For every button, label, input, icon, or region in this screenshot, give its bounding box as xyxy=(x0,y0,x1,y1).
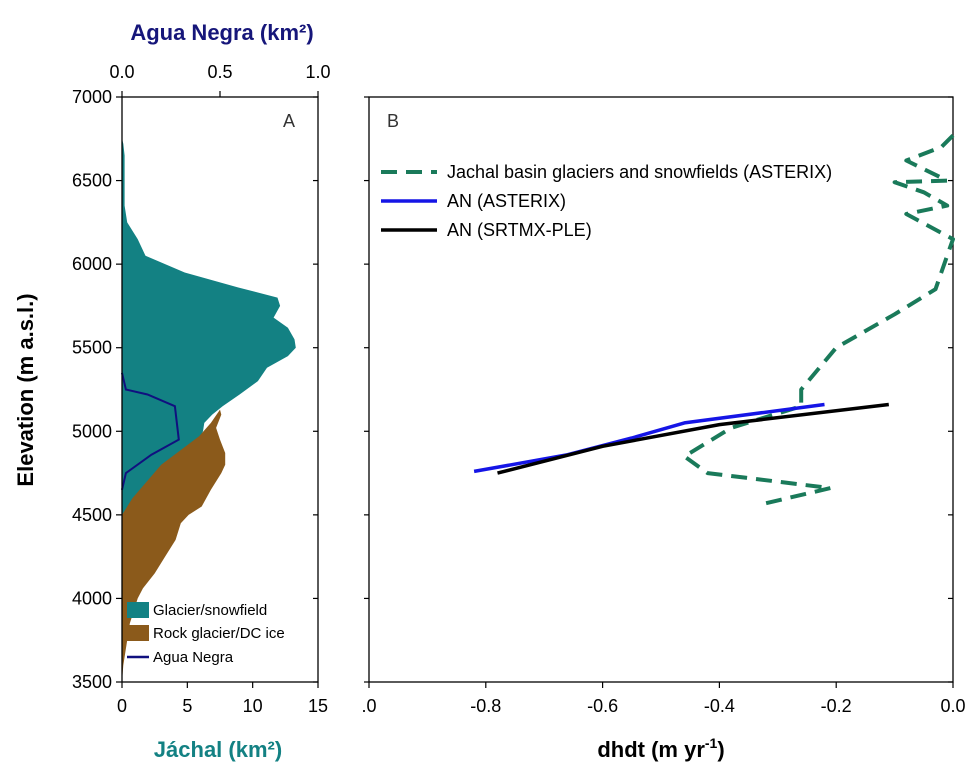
line-an-asterix xyxy=(473,402,825,474)
panel-b-x-tick-label: -0.2 xyxy=(821,696,852,716)
y-tick-label: 6000 xyxy=(72,254,112,274)
y-tick-label: 6500 xyxy=(72,171,112,191)
legend-swatch-glacier xyxy=(127,602,149,618)
panel-b-legend: Jachal basin glaciers and snowfields (AS… xyxy=(381,162,832,240)
panel-b: .0 -0.8 -0.6 -0.4 -0.2 0.0 B Jachal basin gla… xyxy=(361,96,966,762)
panel-b-x-tick-label: -0.8 xyxy=(470,696,501,716)
panel-a-y-ticks: 3500 4000 4500 5000 5500 6000 6500 7000 xyxy=(72,87,318,692)
panel-b-letter: B xyxy=(387,111,399,131)
legend-label-glacier: Glacier/snowfield xyxy=(153,602,267,619)
line-jachal-asterix xyxy=(682,133,955,506)
panel-b-lines xyxy=(473,133,955,506)
panel-b-x-tick-label: .0 xyxy=(361,696,376,716)
panel-b-frame xyxy=(368,96,954,683)
panel-b-x-tick-label: 0.0 xyxy=(940,696,965,716)
y-tick-label: 5000 xyxy=(72,421,112,441)
panel-a-x-ticks-bottom: 0 5 10 15 xyxy=(117,682,328,716)
panel-b-y-ticks xyxy=(364,96,953,683)
x-tick-label-bottom: 15 xyxy=(308,696,328,716)
x-tick-label-top: 0.0 xyxy=(109,62,134,82)
panel-a-bottom-axis-title: Jáchal (km²) xyxy=(154,737,282,762)
legend-swatch-rock-glacier xyxy=(127,625,149,641)
x-tick-label-bottom: 0 xyxy=(117,696,127,716)
y-axis-title: Elevation (m a.s.l.) xyxy=(13,293,38,486)
area-glacier-snowfield xyxy=(122,138,296,524)
x-tick-label-bottom: 5 xyxy=(182,696,192,716)
legend-label-jachal-asterix: Jachal basin glaciers and snowfields (AS… xyxy=(447,162,832,182)
y-tick-label: 3500 xyxy=(72,672,112,692)
y-tick-label: 4500 xyxy=(72,505,112,525)
x-tick-label-top: 1.0 xyxy=(305,62,330,82)
panel-a-areas xyxy=(121,138,296,682)
panel-a-x-ticks-top: 0.0 0.5 1.0 xyxy=(109,62,331,97)
panel-b-x-axis-title: dhdt (m yr-1) xyxy=(597,735,724,762)
panel-b-x-tick-label: -0.6 xyxy=(587,696,618,716)
legend-label-an-srtmx: AN (SRTMX-PLE) xyxy=(447,220,592,240)
line-agua-negra xyxy=(121,372,180,491)
area-rock-glacier xyxy=(122,409,226,682)
panel-a-top-axis-title: Agua Negra (km²) xyxy=(130,20,313,45)
y-tick-label: 5500 xyxy=(72,338,112,358)
x-tick-label-top: 0.5 xyxy=(207,62,232,82)
legend-label-agua-negra: Agua Negra xyxy=(153,649,234,666)
legend-label-rock-glacier: Rock glacier/DC ice xyxy=(153,625,285,642)
panel-b-x-tick-label: -0.4 xyxy=(704,696,735,716)
panel-a-letter: A xyxy=(283,111,295,131)
panel-a-legend: Glacier/snowfield Rock glacier/DC ice Ag… xyxy=(127,602,285,666)
legend-label-an-asterix: AN (ASTERIX) xyxy=(447,191,566,211)
line-an-srtmx xyxy=(497,402,890,475)
panel-b-x-ticks: .0 -0.8 -0.6 -0.4 -0.2 0.0 xyxy=(361,682,966,716)
y-tick-label: 4000 xyxy=(72,588,112,608)
x-tick-label-bottom: 10 xyxy=(243,696,263,716)
y-tick-label: 7000 xyxy=(72,87,112,107)
